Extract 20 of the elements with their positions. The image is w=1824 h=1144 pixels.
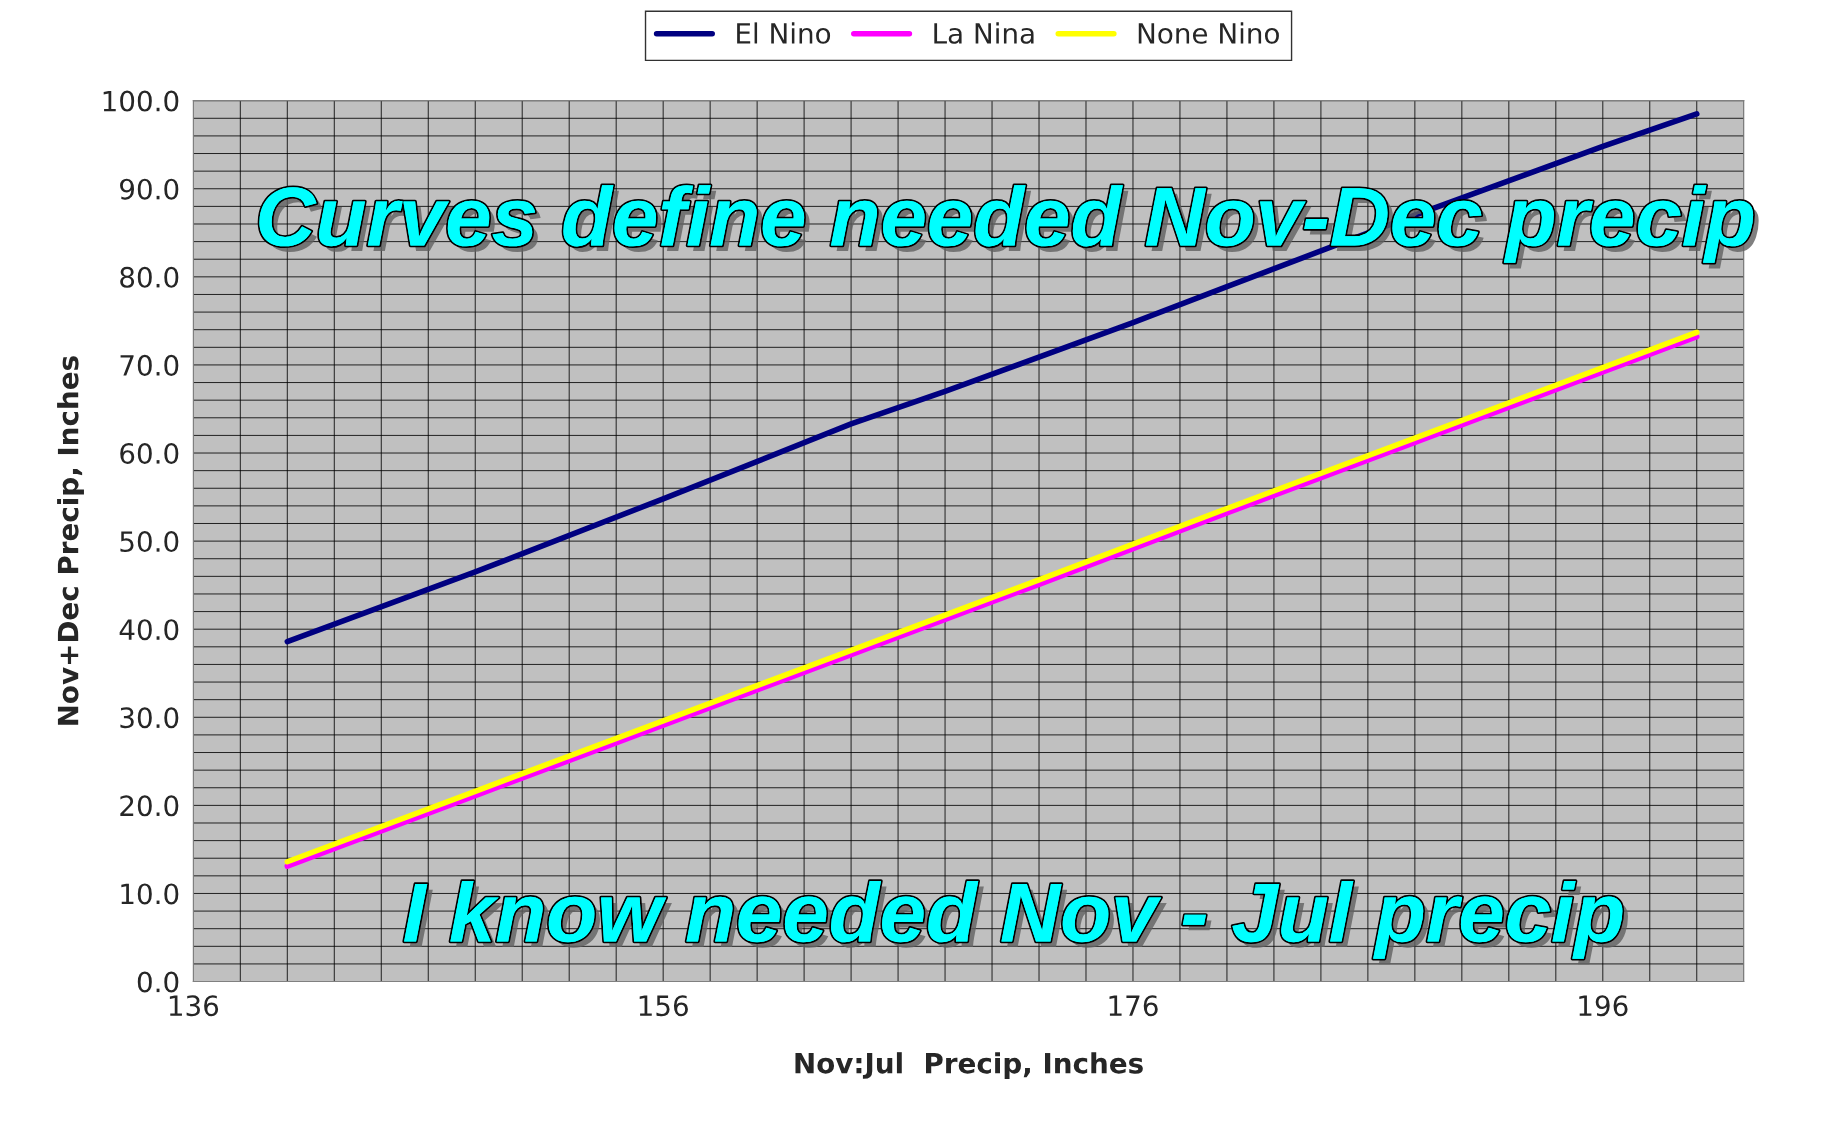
y-tick-label: 30.0 bbox=[120, 707, 179, 729]
y-axis-title: Nov+Dec Precip, Inches bbox=[57, 356, 84, 725]
legend-label: None Nino bbox=[1138, 22, 1279, 44]
y-tick-label: 20.0 bbox=[120, 795, 179, 817]
x-tick-label: 156 bbox=[639, 995, 688, 1017]
legend-label: El Nino bbox=[737, 22, 831, 44]
x-tick-label: 176 bbox=[1109, 995, 1158, 1017]
y-tick-label: 0.0 bbox=[137, 971, 179, 993]
y-tick-label: 70.0 bbox=[120, 354, 179, 376]
x-tick-label: 196 bbox=[1579, 995, 1628, 1017]
y-tick-label: 10.0 bbox=[121, 883, 179, 905]
y-tick-label: 90.0 bbox=[120, 178, 179, 200]
x-tick-label: 136 bbox=[169, 995, 219, 1017]
legend-label: La Nina bbox=[934, 22, 1034, 44]
y-tick-label: 50.0 bbox=[120, 531, 179, 553]
y-tick-label: 60.0 bbox=[120, 442, 179, 464]
y-tick-label: 100.0 bbox=[103, 90, 179, 112]
x-axis-title: Nov:Jul Precip, Inches bbox=[795, 1052, 1143, 1080]
y-tick-label: 40.0 bbox=[119, 619, 179, 641]
y-tick-label: 80.0 bbox=[120, 266, 179, 288]
